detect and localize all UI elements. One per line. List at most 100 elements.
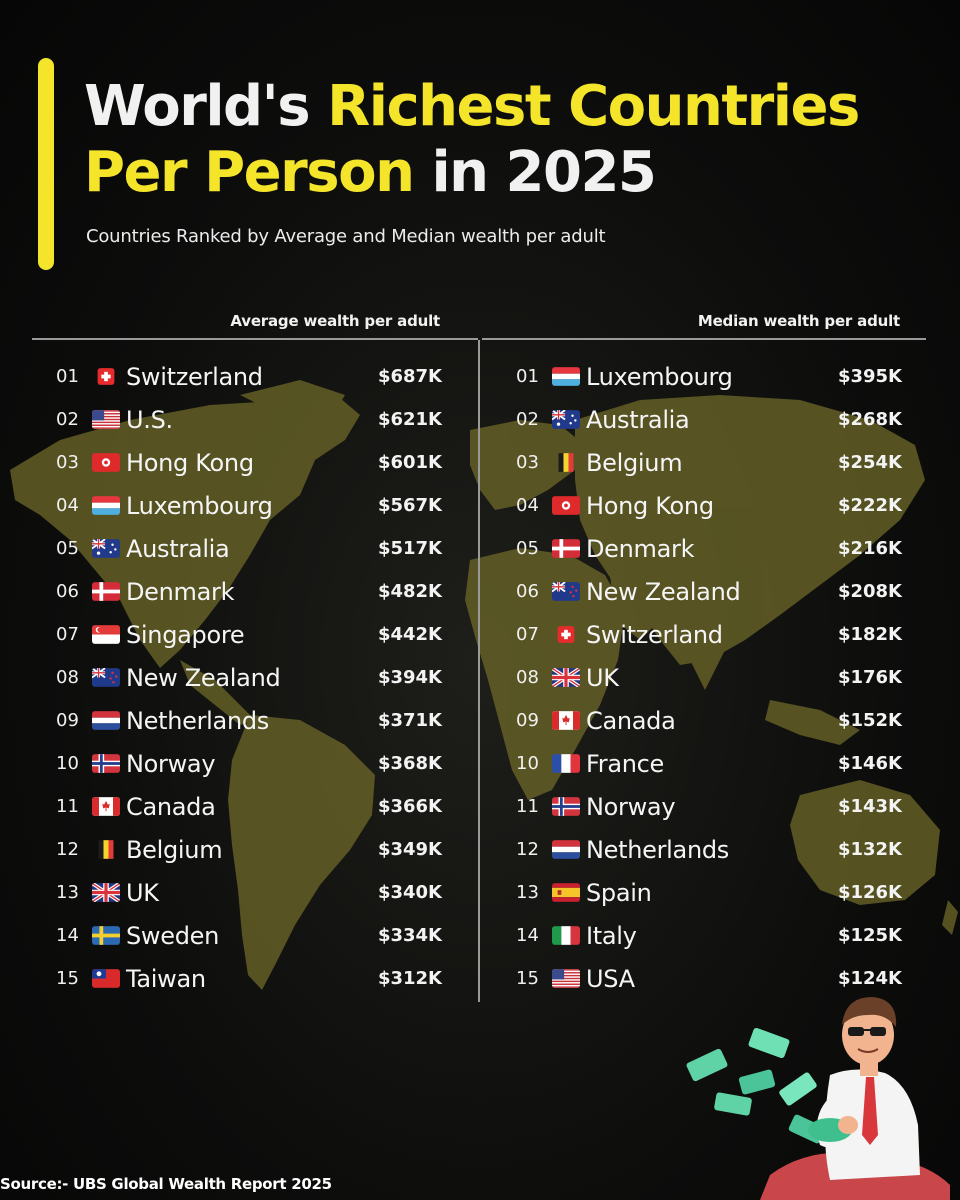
rank-number: 10 bbox=[56, 753, 79, 774]
list-item: 13 UK $340K bbox=[56, 871, 442, 914]
sg-flag-icon bbox=[92, 625, 126, 644]
list-item: 12 Belgium $349K bbox=[56, 828, 442, 871]
no-flag-icon bbox=[92, 754, 126, 773]
country-name: Luxembourg bbox=[586, 362, 733, 391]
country-name: Taiwan bbox=[126, 964, 206, 993]
rank-number: 15 bbox=[516, 968, 539, 989]
country-name: Luxembourg bbox=[126, 491, 273, 520]
nz-flag-icon bbox=[92, 668, 126, 687]
wealth-value: $126K bbox=[837, 882, 902, 903]
wealth-value: $340K bbox=[377, 882, 442, 903]
country-name: Canada bbox=[586, 706, 676, 735]
country-name: Spain bbox=[586, 878, 652, 907]
country-name: Switzerland bbox=[126, 362, 263, 391]
wealth-value: $125K bbox=[837, 925, 902, 946]
list-item: 10 France $146K bbox=[516, 742, 902, 785]
wealth-value: $268K bbox=[837, 409, 902, 430]
hk-flag-icon bbox=[552, 496, 586, 515]
lu-flag-icon bbox=[552, 367, 586, 386]
wealth-value: $176K bbox=[837, 667, 902, 688]
wealth-value: $482K bbox=[377, 581, 442, 602]
country-name: Australia bbox=[586, 405, 690, 434]
country-name: Hong Kong bbox=[126, 448, 254, 477]
wealth-value: $222K bbox=[837, 495, 902, 516]
country-name: Denmark bbox=[586, 534, 695, 563]
wealth-value: $124K bbox=[837, 968, 902, 989]
es-flag-icon bbox=[552, 883, 586, 902]
median-column-header: Median wealth per adult bbox=[697, 312, 900, 330]
country-name: Norway bbox=[586, 792, 676, 821]
list-item: 09 Canada $152K bbox=[516, 699, 902, 742]
rank-number: 12 bbox=[56, 839, 79, 860]
be-flag-icon bbox=[92, 840, 126, 859]
au-flag-icon bbox=[552, 410, 586, 429]
rank-number: 09 bbox=[516, 710, 539, 731]
gb-flag-icon bbox=[92, 883, 126, 902]
rank-number: 05 bbox=[56, 538, 79, 559]
wealth-value: $601K bbox=[377, 452, 442, 473]
hk-flag-icon bbox=[92, 453, 126, 472]
wealth-value: $442K bbox=[377, 624, 442, 645]
list-item: 02 U.S. $621K bbox=[56, 398, 442, 441]
country-name: Hong Kong bbox=[586, 491, 714, 520]
country-name: Australia bbox=[126, 534, 230, 563]
dk-flag-icon bbox=[92, 582, 126, 601]
wealth-value: $132K bbox=[837, 839, 902, 860]
country-name: Netherlands bbox=[586, 835, 729, 864]
page-subtitle: Countries Ranked by Average and Median w… bbox=[86, 226, 606, 247]
ca-flag-icon bbox=[552, 711, 586, 730]
rank-number: 07 bbox=[516, 624, 539, 645]
country-name: Belgium bbox=[126, 835, 223, 864]
list-item: 11 Canada $366K bbox=[56, 785, 442, 828]
country-name: Denmark bbox=[126, 577, 235, 606]
list-item: 07 Switzerland $182K bbox=[516, 613, 902, 656]
rank-number: 04 bbox=[56, 495, 79, 516]
list-item: 08 UK $176K bbox=[516, 656, 902, 699]
country-name: Sweden bbox=[126, 921, 220, 950]
page-title: World's Richest Countries Per Person in … bbox=[84, 74, 944, 206]
title-part-4: in 2025 bbox=[413, 140, 656, 205]
wealth-value: $366K bbox=[377, 796, 442, 817]
rank-number: 07 bbox=[56, 624, 79, 645]
list-item: 07 Singapore $442K bbox=[56, 613, 442, 656]
country-name: Singapore bbox=[126, 620, 245, 649]
country-name: New Zealand bbox=[126, 663, 281, 692]
list-item: 13 Spain $126K bbox=[516, 871, 902, 914]
country-name: France bbox=[586, 749, 665, 778]
rank-number: 13 bbox=[516, 882, 539, 903]
us-flag-icon bbox=[552, 969, 586, 988]
rank-number: 01 bbox=[56, 366, 79, 387]
wealth-value: $254K bbox=[837, 452, 902, 473]
list-item: 11 Norway $143K bbox=[516, 785, 902, 828]
list-item: 06 New Zealand $208K bbox=[516, 570, 902, 613]
rank-number: 11 bbox=[56, 796, 79, 817]
rank-number: 14 bbox=[516, 925, 539, 946]
be-flag-icon bbox=[552, 453, 586, 472]
country-name: UK bbox=[586, 663, 619, 692]
list-item: 09 Netherlands $371K bbox=[56, 699, 442, 742]
column-divider bbox=[478, 340, 480, 1002]
fr-flag-icon bbox=[552, 754, 586, 773]
list-item: 03 Hong Kong $601K bbox=[56, 441, 442, 484]
wealth-value: $334K bbox=[377, 925, 442, 946]
wealth-value: $349K bbox=[377, 839, 442, 860]
ch-flag-icon bbox=[92, 367, 126, 386]
ch-flag-icon bbox=[552, 625, 586, 644]
us-flag-icon bbox=[92, 410, 126, 429]
money-bills-icon bbox=[686, 1027, 826, 1144]
wealth-value: $146K bbox=[837, 753, 902, 774]
list-item: 06 Denmark $482K bbox=[56, 570, 442, 613]
nl-flag-icon bbox=[92, 711, 126, 730]
wealth-value: $394K bbox=[377, 667, 442, 688]
rank-number: 11 bbox=[516, 796, 539, 817]
rank-number: 08 bbox=[56, 667, 79, 688]
rank-number: 13 bbox=[56, 882, 79, 903]
list-item: 05 Australia $517K bbox=[56, 527, 442, 570]
country-name: Belgium bbox=[586, 448, 683, 477]
wealth-value: $368K bbox=[377, 753, 442, 774]
rank-number: 02 bbox=[56, 409, 79, 430]
dk-flag-icon bbox=[552, 539, 586, 558]
list-item: 02 Australia $268K bbox=[516, 398, 902, 441]
average-wealth-list: 01 Switzerland $687K 02 U.S. $621K 03 Hong Kong… bbox=[56, 355, 442, 1000]
country-name: USA bbox=[586, 964, 635, 993]
